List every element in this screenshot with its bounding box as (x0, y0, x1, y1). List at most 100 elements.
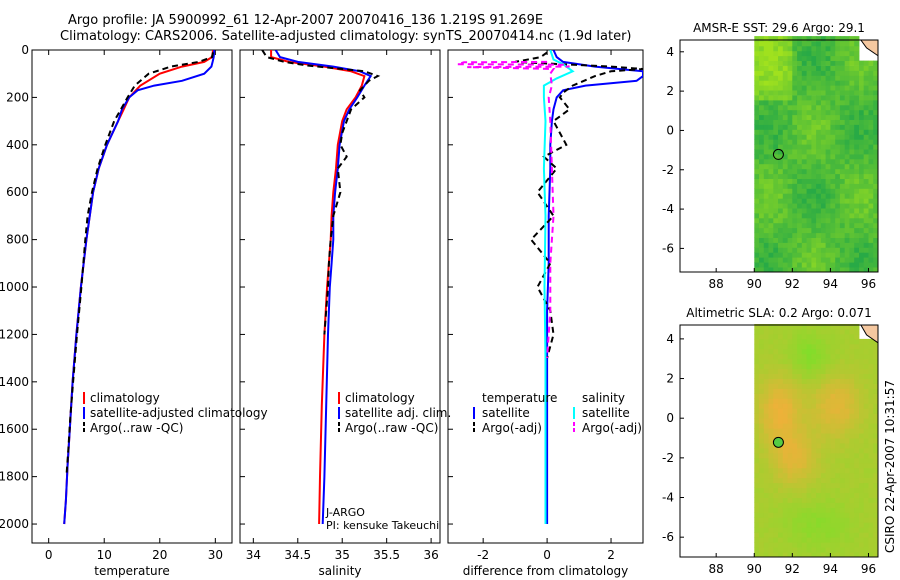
sst_map-cell (868, 203, 874, 209)
sst_map-cell (787, 203, 793, 209)
sst_map-cell (806, 124, 812, 130)
sst_map-cell (797, 85, 803, 91)
sla_map-cell (792, 477, 798, 484)
sst_map-cell (816, 90, 822, 96)
sst_map-cell (830, 60, 836, 66)
sst_map-cell (849, 85, 855, 91)
sst_map-cell (773, 50, 779, 57)
sla_map-cell (759, 537, 765, 543)
sla_map-cell (778, 502, 784, 508)
sla_map-cell (754, 517, 760, 523)
sla_map-cell (839, 438, 846, 444)
sla_map-cell (820, 552, 827, 558)
sst_map-cell (873, 80, 879, 86)
sst_map-cell (801, 139, 807, 145)
sst_map-cell (811, 222, 817, 229)
sla_map-cell (868, 537, 874, 543)
sla_map-cell (830, 348, 836, 355)
sst_map-cell (763, 257, 769, 263)
sst_map-cell (768, 104, 774, 111)
sst_map-cell (787, 114, 793, 120)
sst_map-cell (835, 232, 841, 238)
sst_map-cell (863, 75, 869, 81)
sst_map-cell (792, 213, 798, 219)
sla_map-cell (787, 472, 793, 479)
sla_map-cell (844, 492, 850, 498)
sla_map-cell (835, 423, 841, 429)
sst_map-cell (825, 173, 831, 179)
sla_map-cell (820, 423, 827, 429)
sst_map-cell (816, 267, 822, 273)
sla_map-cell (782, 512, 788, 518)
sst_map-cell (768, 203, 774, 209)
sla_map-cell (797, 423, 803, 429)
sst_map-cell (792, 154, 798, 160)
sla_map-cell (835, 353, 841, 360)
sla_map-cell (801, 447, 807, 454)
sst_map-cell (763, 262, 769, 268)
sst_map-cell (797, 257, 803, 263)
sst_map-cell (792, 75, 798, 81)
sst_map-cell (759, 154, 765, 160)
sla_map-cell (801, 487, 807, 493)
sla_map-cell (816, 457, 822, 464)
sla_map-cell (768, 423, 774, 429)
sla_map-cell (787, 462, 793, 469)
sla_map-cell (816, 482, 822, 488)
sst_map-cell (759, 70, 765, 76)
sst_map-cell (797, 178, 803, 184)
sst_map-cell (778, 60, 784, 66)
sla_map-cell (839, 487, 846, 493)
sst_map-cell (806, 85, 812, 91)
sla_map-cell (763, 348, 769, 355)
sst_map-cell (773, 188, 779, 194)
sst_map-cell (811, 70, 817, 76)
sla_map-cell (768, 348, 774, 355)
sst_map-cell (763, 208, 769, 214)
sla_map-cell (778, 353, 784, 360)
sla_map-cell (868, 482, 874, 488)
sst_map-cell (763, 193, 769, 199)
sst_map-cell (844, 41, 850, 47)
sst_map-cell (797, 208, 803, 214)
sst_map-cell (763, 158, 769, 165)
sst_map-argo-marker (772, 148, 784, 160)
sla_map-cell (801, 522, 807, 528)
sla_map-cell (773, 423, 779, 429)
sla_map-cell (773, 403, 779, 409)
sla_map-cell (797, 532, 803, 538)
sla_map-cell (811, 329, 817, 335)
sla_map-cell (754, 373, 760, 379)
sla_map-cell (835, 363, 841, 370)
sla_map-cell (768, 517, 774, 523)
sst_map-cell (782, 109, 788, 116)
sst_map-cell (811, 154, 817, 160)
sst_map-cell (868, 213, 874, 219)
sst_map-cell (778, 119, 784, 125)
sst_map-cell (835, 227, 841, 234)
sla_map-cell (863, 452, 869, 459)
sla_map-cell (868, 512, 874, 518)
sla_map-cell (773, 547, 779, 553)
sst_map-cell (835, 178, 841, 184)
temperature-ytick-label: 2000 (0, 517, 29, 531)
sst_map-cell (773, 65, 779, 71)
sst_map-cell (863, 104, 869, 111)
sst_map-cell (759, 144, 765, 150)
sst_map-cell (787, 124, 793, 130)
sst_map-cell (797, 183, 803, 189)
sst_map-cell (873, 213, 879, 219)
sla_map-cell (863, 547, 869, 553)
sla_map-cell (835, 517, 841, 523)
sst_map-cell (792, 252, 798, 258)
sla_map-cell (797, 324, 803, 330)
sst_map-cell (759, 80, 765, 86)
sst_map-cell (773, 173, 779, 179)
sst_map-cell (830, 232, 836, 238)
sla_map-cell (820, 329, 827, 335)
sla_map-cell (873, 532, 879, 538)
sla_map-cell (825, 363, 831, 370)
sla_map-cell (844, 462, 850, 469)
sst_map-cell (863, 208, 869, 214)
sla_map-cell (825, 467, 831, 474)
